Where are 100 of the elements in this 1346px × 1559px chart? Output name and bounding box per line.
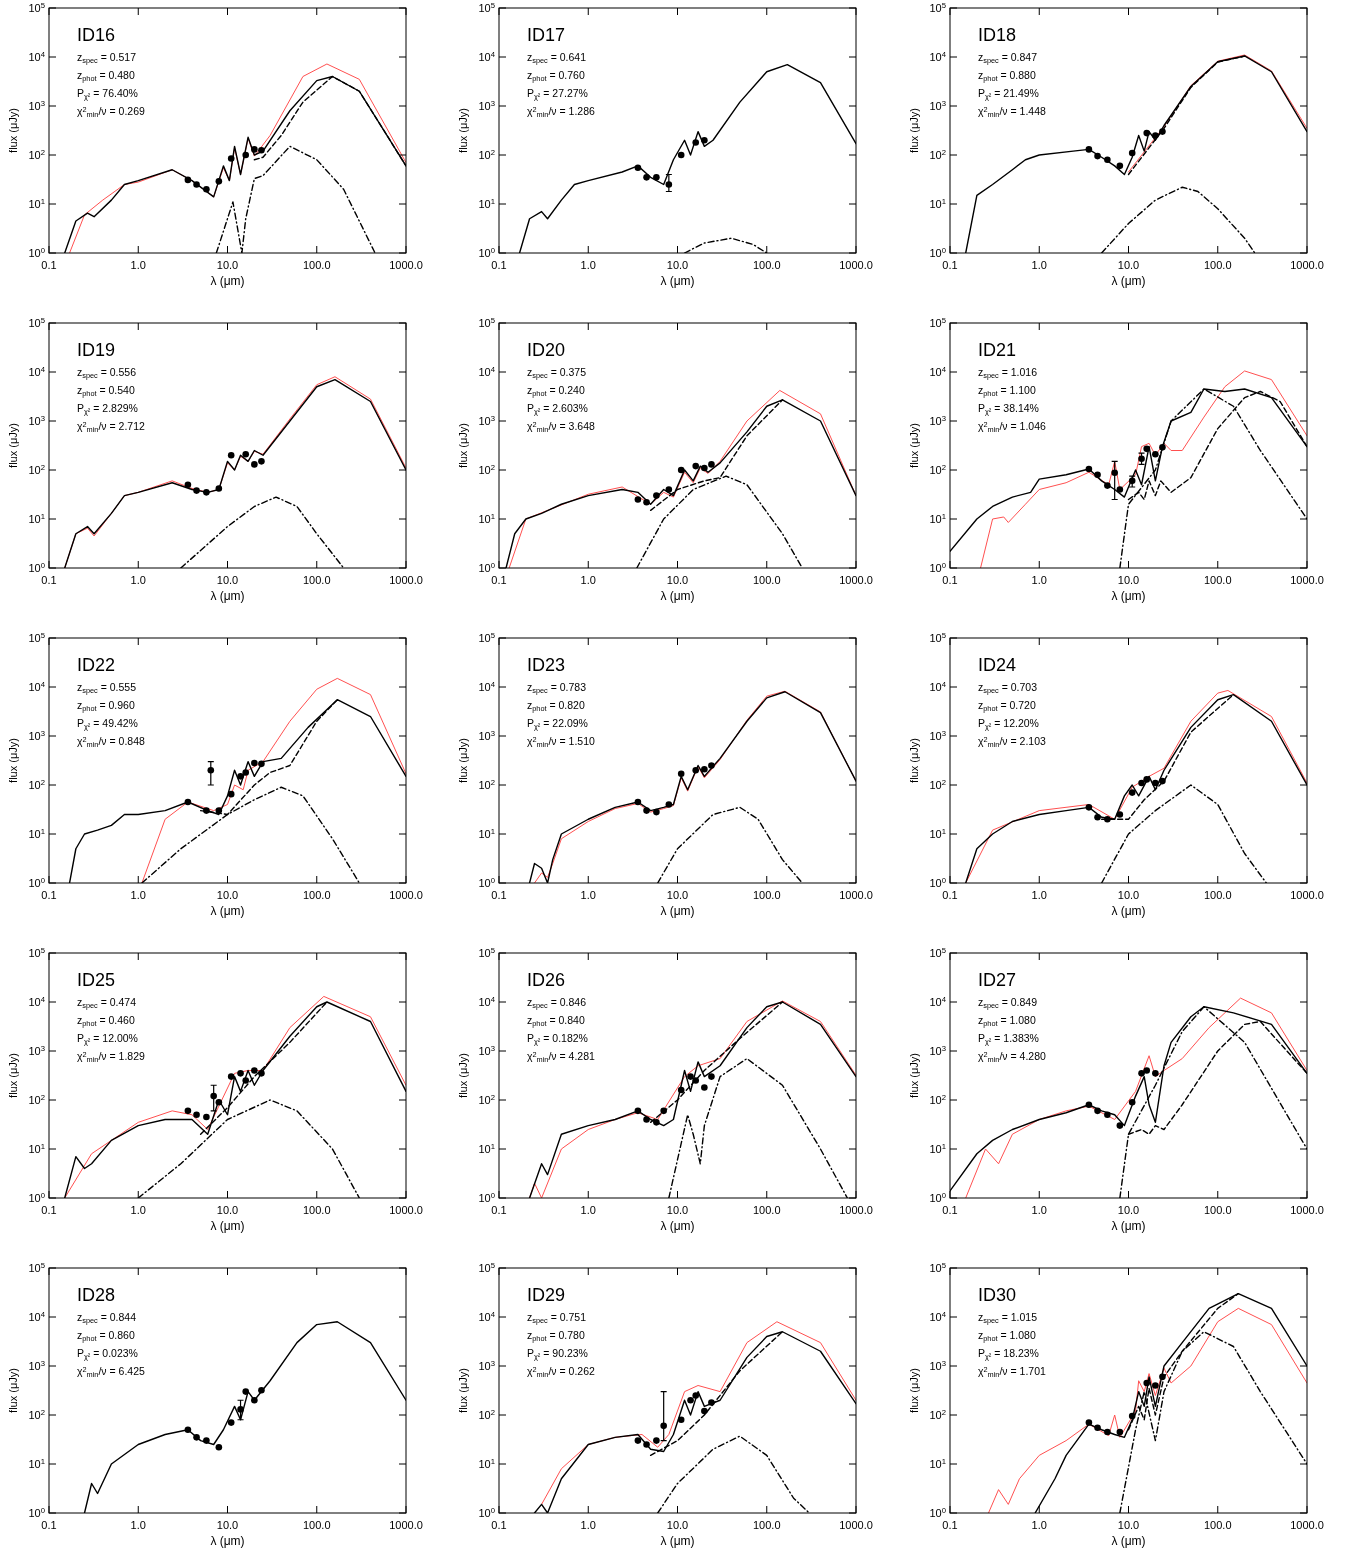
y-tick-label: 10$^{5}$ — [929, 946, 946, 959]
text: ID16 — [77, 25, 116, 45]
annotation: z$_{spec}$ = 0.703 — [978, 681, 1038, 696]
point — [251, 146, 258, 153]
text: ID18 — [978, 25, 1017, 45]
x-tick-label: 1000.0 — [1290, 574, 1324, 586]
x-tick-label: 100.0 — [1203, 574, 1232, 586]
annotation: z$_{spec}$ = 1.015 — [978, 1311, 1038, 1326]
x-tick-label: 10.0 — [666, 259, 689, 271]
annotation: χ$^{2}$$_{min}$/ν = 1.829 — [77, 1049, 146, 1065]
x-tick-label: 1.0 — [1031, 1204, 1047, 1216]
point — [643, 498, 650, 506]
x-tick-label: 1000.0 — [839, 259, 873, 271]
point — [1152, 1382, 1159, 1389]
text: ID23 — [527, 655, 566, 675]
x-tick-label: 1000.0 — [389, 259, 423, 271]
y-tick-label: 10$^{1}$ — [478, 1142, 495, 1155]
annotation: χ$^{2}$$_{min}$/ν = 0.262 — [527, 1364, 596, 1380]
x-axis-title: λ (μm) — [210, 1219, 245, 1233]
x-tick-label: 100.0 — [302, 1519, 331, 1531]
point — [1116, 162, 1124, 170]
y-tick-label: 10$^{5}$ — [929, 631, 946, 644]
y-tick-label: 10$^{1}$ — [478, 197, 495, 210]
x-tick-label: 100.0 — [752, 259, 781, 271]
x-axis-title: λ (μm) — [210, 904, 245, 918]
y-tick-label: 10$^{1}$ — [478, 827, 495, 840]
point — [1152, 1070, 1159, 1077]
y-axis-title: flux (μJy) — [908, 1368, 920, 1413]
annotation: z$_{phot}$ = 0.960 — [77, 699, 135, 714]
point — [227, 451, 235, 459]
y-tick-label: 10$^{4}$ — [929, 365, 947, 378]
annotation: z$_{phot}$ = 1.100 — [978, 384, 1036, 399]
annotation: z$_{spec}$ = 0.844 — [77, 1311, 137, 1326]
x-tick-label: 10.0 — [216, 1204, 239, 1216]
y-tick-label: 10$^{0}$ — [929, 561, 946, 574]
x-tick-label: 10.0 — [1117, 259, 1140, 271]
point — [701, 765, 708, 773]
point — [1152, 132, 1159, 139]
point — [665, 486, 673, 493]
annotation: z$_{spec}$ = 1.016 — [978, 366, 1038, 381]
y-tick-label: 10$^{5}$ — [478, 316, 495, 329]
x-tick-label: 1.0 — [130, 574, 146, 586]
x-tick-label: 10.0 — [666, 1204, 689, 1216]
x-axis-title: λ (μm) — [210, 274, 245, 288]
y-tick-label: 10$^{4}$ — [478, 50, 496, 63]
text: ID26 — [527, 970, 566, 990]
x-tick-label: 0.1 — [41, 1204, 57, 1216]
annotation: P$_{χ²}$ = 18.23% — [978, 1347, 1039, 1362]
x-tick-label: 1000.0 — [839, 574, 873, 586]
point — [1104, 1111, 1111, 1119]
annotation: P$_{χ²}$ = 27.27% — [527, 87, 588, 102]
point — [1143, 445, 1151, 453]
point — [1159, 444, 1166, 451]
x-tick-label: 100.0 — [752, 574, 781, 586]
annotation: z$_{phot}$ = 1.080 — [978, 1014, 1036, 1029]
y-tick-label: 10$^{1}$ — [478, 512, 495, 525]
annotation: z$_{phot}$ = 1.080 — [978, 1329, 1036, 1344]
y-tick-label: 10$^{2}$ — [929, 148, 946, 161]
y-tick-label: 10$^{4}$ — [478, 365, 496, 378]
y-tick-label: 10$^{3}$ — [28, 1044, 45, 1057]
point — [1094, 1107, 1101, 1115]
y-tick-label: 10$^{4}$ — [929, 680, 947, 693]
y-tick-label: 10$^{4}$ — [929, 995, 947, 1008]
y-tick-label: 10$^{2}$ — [28, 1408, 45, 1421]
annotation: P$_{χ²}$ = 2.829% — [77, 402, 138, 417]
y-tick-label: 10$^{3}$ — [929, 414, 946, 427]
text: ID17 — [527, 25, 566, 45]
x-tick-label: 1000.0 — [839, 889, 873, 901]
point — [1128, 149, 1136, 157]
x-axis-title: λ (μm) — [660, 1219, 695, 1233]
x-axis-title: λ (μm) — [660, 1534, 695, 1548]
y-tick-label: 10$^{1}$ — [28, 827, 45, 840]
point — [1143, 1067, 1151, 1074]
y-tick-label: 10$^{1}$ — [478, 1457, 495, 1470]
y-tick-label: 10$^{2}$ — [929, 778, 946, 791]
x-tick-label: 10.0 — [216, 1519, 239, 1531]
annotation: z$_{phot}$ = 0.760 — [527, 69, 585, 84]
x-tick-label: 0.1 — [41, 259, 57, 271]
y-tick-label: 10$^{5}$ — [28, 316, 45, 329]
x-tick-label: 100.0 — [302, 1204, 331, 1216]
x-tick-label: 1000.0 — [389, 1204, 423, 1216]
x-tick-label: 100.0 — [1203, 1519, 1232, 1531]
x-tick-label: 100.0 — [752, 1204, 781, 1216]
x-tick-label: 0.1 — [491, 1204, 507, 1216]
y-tick-label: 10$^{2}$ — [478, 148, 495, 161]
y-tick-label: 10$^{5}$ — [478, 1, 495, 14]
y-tick-label: 10$^{2}$ — [28, 778, 45, 791]
point — [193, 1111, 200, 1119]
annotation: χ$^{2}$$_{min}$/ν = 1.046 — [978, 419, 1047, 435]
point — [193, 181, 200, 188]
y-tick-label: 10$^{4}$ — [478, 1310, 496, 1323]
y-tick-label: 10$^{0}$ — [28, 1506, 45, 1519]
point — [242, 1077, 250, 1084]
y-tick-label: 10$^{2}$ — [478, 778, 495, 791]
y-tick-label: 10$^{3}$ — [28, 729, 45, 742]
point — [251, 461, 258, 468]
annotation: P$_{χ²}$ = 49.42% — [77, 717, 138, 732]
annotation: P$_{χ²}$ = 22.09% — [527, 717, 588, 732]
annotation: χ$^{2}$$_{min}$/ν = 4.280 — [978, 1049, 1047, 1065]
x-tick-label: 1000.0 — [389, 574, 423, 586]
